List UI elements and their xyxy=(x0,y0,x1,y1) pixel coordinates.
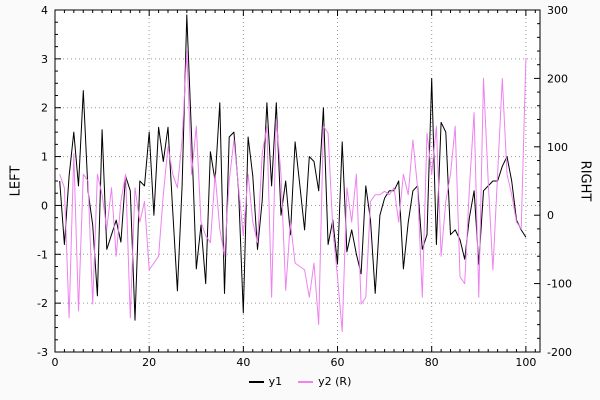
left-tick-label: 4 xyxy=(41,4,48,17)
tick-labels: 0 20 40 60 80 100 -3 -2 -1 0 1 2 3 4 -200 -100 0 100 200 30… xyxy=(37,4,572,369)
x-tick-label: 60 xyxy=(331,356,345,369)
x-tick-label: 40 xyxy=(236,356,250,369)
legend-swatch-y2 xyxy=(298,380,314,383)
right-axis-title: RIGHT xyxy=(577,160,593,202)
legend-label-y2: y2 (R) xyxy=(318,375,352,388)
left-tick-label: -2 xyxy=(37,297,48,310)
left-tick-label: 0 xyxy=(41,199,48,212)
right-tick-label: 0 xyxy=(547,209,554,222)
legend-entry-y1: y1 xyxy=(248,375,283,388)
left-tick-label: 1 xyxy=(41,151,48,164)
plot-background xyxy=(55,10,540,352)
left-axis-title: LEFT xyxy=(8,165,24,197)
left-tick-label: 3 xyxy=(41,53,48,66)
right-tick-label: 300 xyxy=(547,4,568,17)
x-tick-label: 80 xyxy=(425,356,439,369)
right-tick-label: -100 xyxy=(547,278,572,291)
x-tick-label: 20 xyxy=(142,356,156,369)
left-tick-label: -3 xyxy=(37,346,48,359)
legend: y1 y2 (R) xyxy=(0,375,600,388)
right-tick-label: 200 xyxy=(547,72,568,85)
left-tick-label: -1 xyxy=(37,248,48,261)
series-line-y2R xyxy=(59,50,527,332)
series-line-y1 xyxy=(59,14,527,321)
right-tick-label: 100 xyxy=(547,141,568,154)
left-tick-label: 2 xyxy=(41,102,48,115)
legend-label-y1: y1 xyxy=(268,375,283,388)
x-tick-label: 100 xyxy=(515,356,536,369)
x-tick-label: 0 xyxy=(52,356,59,369)
ticks xyxy=(54,9,540,353)
legend-swatch-y1 xyxy=(248,380,264,383)
right-tick-label: -200 xyxy=(547,346,572,359)
legend-entry-y2: y2 (R) xyxy=(298,375,351,388)
